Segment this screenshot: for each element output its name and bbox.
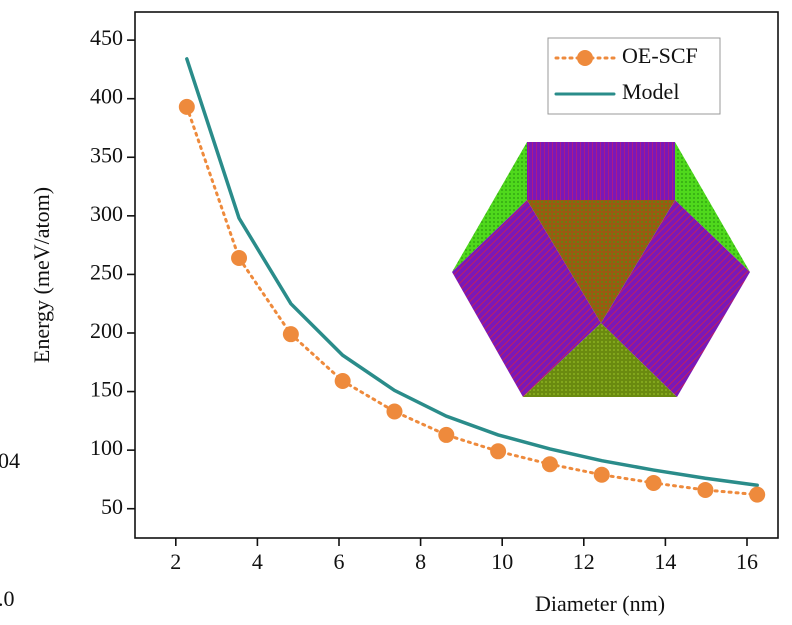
data-point [438, 427, 454, 443]
data-point [335, 373, 351, 389]
y-tick-label: 350 [90, 142, 123, 167]
data-point [594, 467, 610, 483]
x-tick-label: 8 [415, 549, 426, 574]
cropped-label: .0 [0, 586, 15, 611]
data-point [749, 487, 765, 503]
x-tick-label: 6 [333, 549, 344, 574]
y-tick-label: 450 [90, 25, 123, 50]
legend-marker [577, 50, 593, 66]
nanoparticle-inset [452, 142, 750, 397]
y-tick-label: 250 [90, 259, 123, 284]
y-tick-label: 400 [90, 84, 123, 109]
y-tick-label: 50 [101, 494, 123, 519]
data-point [179, 99, 195, 115]
x-tick-label: 10 [491, 549, 513, 574]
legend-label: Model [622, 79, 679, 104]
legend-label: OE-SCF [622, 43, 698, 68]
y-tick-label: 100 [90, 435, 123, 460]
data-point [646, 475, 662, 491]
data-point [697, 482, 713, 498]
chart: Diameter (nm) Energy (meV/atom) 04 .0 2 4… [0, 0, 792, 625]
data-point [386, 403, 402, 419]
y-tick-label: 200 [90, 318, 123, 343]
x-tick-label: 2 [170, 549, 181, 574]
y-tick-label: 300 [90, 201, 123, 226]
data-point [490, 443, 506, 459]
cropped-label: 04 [0, 448, 20, 473]
y-axis-label: Energy (meV/atom) [29, 187, 54, 363]
x-tick-label: 16 [736, 549, 758, 574]
data-point [542, 456, 558, 472]
x-tick-label: 4 [252, 549, 263, 574]
x-tick-label: 14 [654, 549, 676, 574]
x-tick-label: 12 [573, 549, 595, 574]
data-point [231, 250, 247, 266]
y-tick-label: 150 [90, 377, 123, 402]
x-axis-label: Diameter (nm) [535, 591, 665, 616]
data-point [283, 326, 299, 342]
